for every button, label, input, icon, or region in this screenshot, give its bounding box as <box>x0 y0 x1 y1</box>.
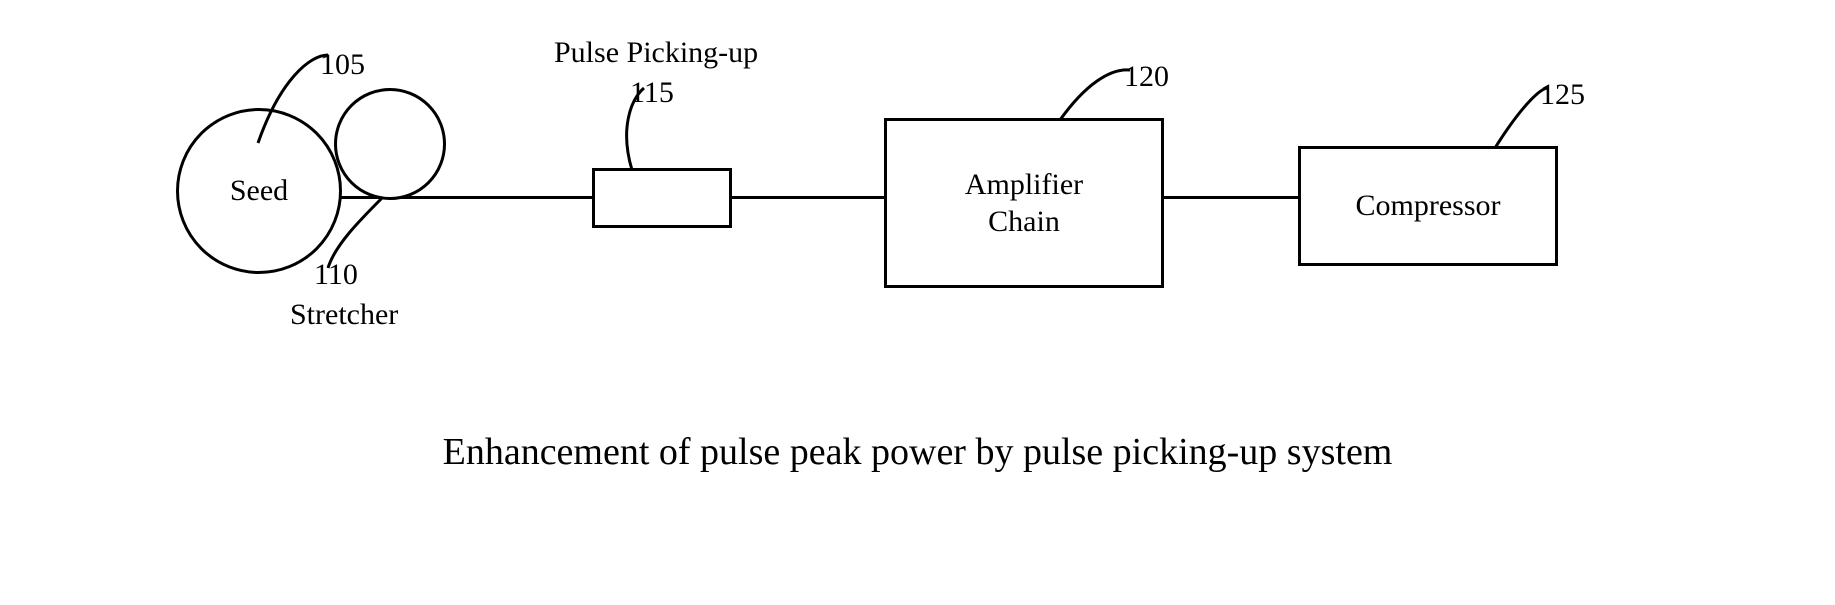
compressor-label: Compressor <box>1356 189 1501 223</box>
stretcher-ref: 110 <box>314 258 358 292</box>
picker-title: Pulse Picking-up <box>554 36 758 70</box>
amp-label-line2: Chain <box>988 205 1060 238</box>
compressor-node: Compressor <box>1298 146 1558 266</box>
diagram-canvas: Seed Amplifier Chain Compressor 105 110 … <box>0 0 1835 605</box>
edge-picker-amp <box>730 196 884 199</box>
amp-label-line1: Amplifier <box>965 168 1083 201</box>
amp-node: Amplifier Chain <box>884 118 1164 288</box>
amp-ref: 120 <box>1124 60 1169 94</box>
amp-label: Amplifier Chain <box>965 166 1083 241</box>
picker-ref: 115 <box>630 76 674 110</box>
seed-ref: 105 <box>320 48 365 82</box>
stretcher-label: Stretcher <box>290 298 398 332</box>
caption: Enhancement of pulse peak power by pulse… <box>0 430 1835 474</box>
picker-node <box>592 168 732 228</box>
stretcher-node <box>334 88 446 200</box>
edge-amp-compressor <box>1162 196 1298 199</box>
seed-node: Seed <box>176 108 342 274</box>
seed-label: Seed <box>230 174 288 208</box>
compressor-ref: 125 <box>1540 78 1585 112</box>
